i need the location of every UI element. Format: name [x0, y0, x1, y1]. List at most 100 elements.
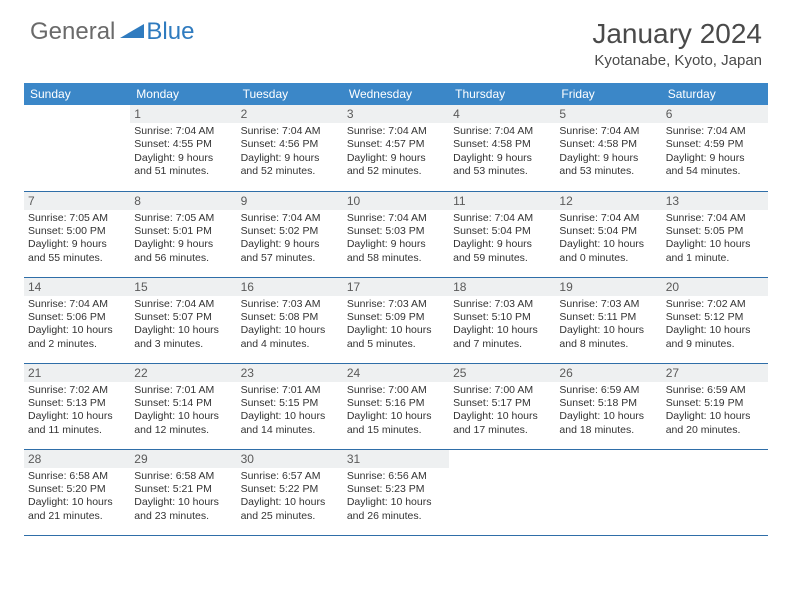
- day-number: 19: [555, 278, 661, 296]
- weekday-header: Tuesday: [237, 83, 343, 105]
- day-number: 2: [237, 105, 343, 123]
- day-number: 29: [130, 450, 236, 468]
- header: General Blue January 2024 Kyotanabe, Kyo…: [0, 0, 792, 75]
- day-details: Sunrise: 7:04 AMSunset: 5:07 PMDaylight:…: [130, 296, 236, 356]
- calendar-cell: .: [662, 449, 768, 535]
- calendar-cell: 25Sunrise: 7:00 AMSunset: 5:17 PMDayligh…: [449, 363, 555, 449]
- calendar-cell: 3Sunrise: 7:04 AMSunset: 4:57 PMDaylight…: [343, 105, 449, 191]
- day-number: 8: [130, 192, 236, 210]
- day-number: 20: [662, 278, 768, 296]
- day-number: 26: [555, 364, 661, 382]
- calendar-cell: 16Sunrise: 7:03 AMSunset: 5:08 PMDayligh…: [237, 277, 343, 363]
- day-number: 1: [130, 105, 236, 123]
- day-details: Sunrise: 7:00 AMSunset: 5:16 PMDaylight:…: [343, 382, 449, 442]
- day-number: 15: [130, 278, 236, 296]
- day-number: 22: [130, 364, 236, 382]
- day-number: 24: [343, 364, 449, 382]
- weekday-header-row: Sunday Monday Tuesday Wednesday Thursday…: [24, 83, 768, 105]
- day-details: Sunrise: 7:03 AMSunset: 5:10 PMDaylight:…: [449, 296, 555, 356]
- day-details: Sunrise: 7:04 AMSunset: 4:57 PMDaylight:…: [343, 123, 449, 183]
- day-number: 3: [343, 105, 449, 123]
- calendar-cell: .: [449, 449, 555, 535]
- day-details: Sunrise: 7:03 AMSunset: 5:11 PMDaylight:…: [555, 296, 661, 356]
- day-details: Sunrise: 7:04 AMSunset: 5:06 PMDaylight:…: [24, 296, 130, 356]
- day-number: 30: [237, 450, 343, 468]
- calendar-row: 28Sunrise: 6:58 AMSunset: 5:20 PMDayligh…: [24, 449, 768, 535]
- calendar-cell: 31Sunrise: 6:56 AMSunset: 5:23 PMDayligh…: [343, 449, 449, 535]
- day-number: 5: [555, 105, 661, 123]
- day-number: 9: [237, 192, 343, 210]
- day-details: Sunrise: 7:05 AMSunset: 5:00 PMDaylight:…: [24, 210, 130, 270]
- calendar-cell: 10Sunrise: 7:04 AMSunset: 5:03 PMDayligh…: [343, 191, 449, 277]
- day-details: Sunrise: 7:04 AMSunset: 5:05 PMDaylight:…: [662, 210, 768, 270]
- day-details: Sunrise: 7:02 AMSunset: 5:12 PMDaylight:…: [662, 296, 768, 356]
- day-number: 11: [449, 192, 555, 210]
- weekday-header: Saturday: [662, 83, 768, 105]
- calendar-cell: 15Sunrise: 7:04 AMSunset: 5:07 PMDayligh…: [130, 277, 236, 363]
- title-block: January 2024 Kyotanabe, Kyoto, Japan: [592, 18, 762, 69]
- day-details: Sunrise: 7:04 AMSunset: 5:04 PMDaylight:…: [555, 210, 661, 270]
- calendar-cell: 11Sunrise: 7:04 AMSunset: 5:04 PMDayligh…: [449, 191, 555, 277]
- day-details: Sunrise: 7:04 AMSunset: 4:56 PMDaylight:…: [237, 123, 343, 183]
- day-number: 23: [237, 364, 343, 382]
- day-details: Sunrise: 7:05 AMSunset: 5:01 PMDaylight:…: [130, 210, 236, 270]
- day-details: Sunrise: 7:04 AMSunset: 4:59 PMDaylight:…: [662, 123, 768, 183]
- page-title: January 2024: [592, 18, 762, 50]
- day-number: 16: [237, 278, 343, 296]
- day-number: 31: [343, 450, 449, 468]
- day-details: Sunrise: 6:59 AMSunset: 5:19 PMDaylight:…: [662, 382, 768, 442]
- day-details: Sunrise: 7:03 AMSunset: 5:09 PMDaylight:…: [343, 296, 449, 356]
- logo-triangle-icon: [120, 20, 144, 45]
- calendar-cell: 30Sunrise: 6:57 AMSunset: 5:22 PMDayligh…: [237, 449, 343, 535]
- calendar-cell: 27Sunrise: 6:59 AMSunset: 5:19 PMDayligh…: [662, 363, 768, 449]
- calendar-cell: 7Sunrise: 7:05 AMSunset: 5:00 PMDaylight…: [24, 191, 130, 277]
- calendar-cell: 19Sunrise: 7:03 AMSunset: 5:11 PMDayligh…: [555, 277, 661, 363]
- calendar-cell: 5Sunrise: 7:04 AMSunset: 4:58 PMDaylight…: [555, 105, 661, 191]
- day-number: 4: [449, 105, 555, 123]
- day-details: Sunrise: 7:01 AMSunset: 5:15 PMDaylight:…: [237, 382, 343, 442]
- calendar-cell: 23Sunrise: 7:01 AMSunset: 5:15 PMDayligh…: [237, 363, 343, 449]
- day-details: Sunrise: 6:57 AMSunset: 5:22 PMDaylight:…: [237, 468, 343, 528]
- calendar-cell: 18Sunrise: 7:03 AMSunset: 5:10 PMDayligh…: [449, 277, 555, 363]
- day-details: Sunrise: 7:04 AMSunset: 5:04 PMDaylight:…: [449, 210, 555, 270]
- logo-text-general: General: [30, 18, 115, 46]
- calendar-cell: 26Sunrise: 6:59 AMSunset: 5:18 PMDayligh…: [555, 363, 661, 449]
- day-number: 21: [24, 364, 130, 382]
- day-number: 6: [662, 105, 768, 123]
- calendar-cell: 24Sunrise: 7:00 AMSunset: 5:16 PMDayligh…: [343, 363, 449, 449]
- calendar-cell: 1Sunrise: 7:04 AMSunset: 4:55 PMDaylight…: [130, 105, 236, 191]
- day-details: Sunrise: 7:04 AMSunset: 5:02 PMDaylight:…: [237, 210, 343, 270]
- day-number: 18: [449, 278, 555, 296]
- day-number: 14: [24, 278, 130, 296]
- day-details: Sunrise: 7:04 AMSunset: 5:03 PMDaylight:…: [343, 210, 449, 270]
- day-details: Sunrise: 6:56 AMSunset: 5:23 PMDaylight:…: [343, 468, 449, 528]
- calendar-cell: 22Sunrise: 7:01 AMSunset: 5:14 PMDayligh…: [130, 363, 236, 449]
- day-details: Sunrise: 7:04 AMSunset: 4:58 PMDaylight:…: [555, 123, 661, 183]
- day-number: 27: [662, 364, 768, 382]
- calendar-cell: 4Sunrise: 7:04 AMSunset: 4:58 PMDaylight…: [449, 105, 555, 191]
- weekday-header: Friday: [555, 83, 661, 105]
- weekday-header: Wednesday: [343, 83, 449, 105]
- calendar-cell: 14Sunrise: 7:04 AMSunset: 5:06 PMDayligh…: [24, 277, 130, 363]
- calendar-body: . 1Sunrise: 7:04 AMSunset: 4:55 PMDayligh…: [24, 105, 768, 535]
- day-details: Sunrise: 7:00 AMSunset: 5:17 PMDaylight:…: [449, 382, 555, 442]
- day-number: 17: [343, 278, 449, 296]
- day-details: Sunrise: 7:02 AMSunset: 5:13 PMDaylight:…: [24, 382, 130, 442]
- day-number: 13: [662, 192, 768, 210]
- calendar-cell: 13Sunrise: 7:04 AMSunset: 5:05 PMDayligh…: [662, 191, 768, 277]
- day-number: 7: [24, 192, 130, 210]
- calendar-cell: 17Sunrise: 7:03 AMSunset: 5:09 PMDayligh…: [343, 277, 449, 363]
- weekday-header: Thursday: [449, 83, 555, 105]
- calendar-cell: 20Sunrise: 7:02 AMSunset: 5:12 PMDayligh…: [662, 277, 768, 363]
- day-details: Sunrise: 7:04 AMSunset: 4:58 PMDaylight:…: [449, 123, 555, 183]
- day-details: Sunrise: 7:01 AMSunset: 5:14 PMDaylight:…: [130, 382, 236, 442]
- calendar-cell: .: [555, 449, 661, 535]
- weekday-header: Sunday: [24, 83, 130, 105]
- day-number: 10: [343, 192, 449, 210]
- day-details: Sunrise: 6:58 AMSunset: 5:20 PMDaylight:…: [24, 468, 130, 528]
- calendar-cell: 28Sunrise: 6:58 AMSunset: 5:20 PMDayligh…: [24, 449, 130, 535]
- day-number: 25: [449, 364, 555, 382]
- location-text: Kyotanabe, Kyoto, Japan: [592, 52, 762, 69]
- logo: General Blue: [30, 18, 194, 46]
- calendar-cell: 8Sunrise: 7:05 AMSunset: 5:01 PMDaylight…: [130, 191, 236, 277]
